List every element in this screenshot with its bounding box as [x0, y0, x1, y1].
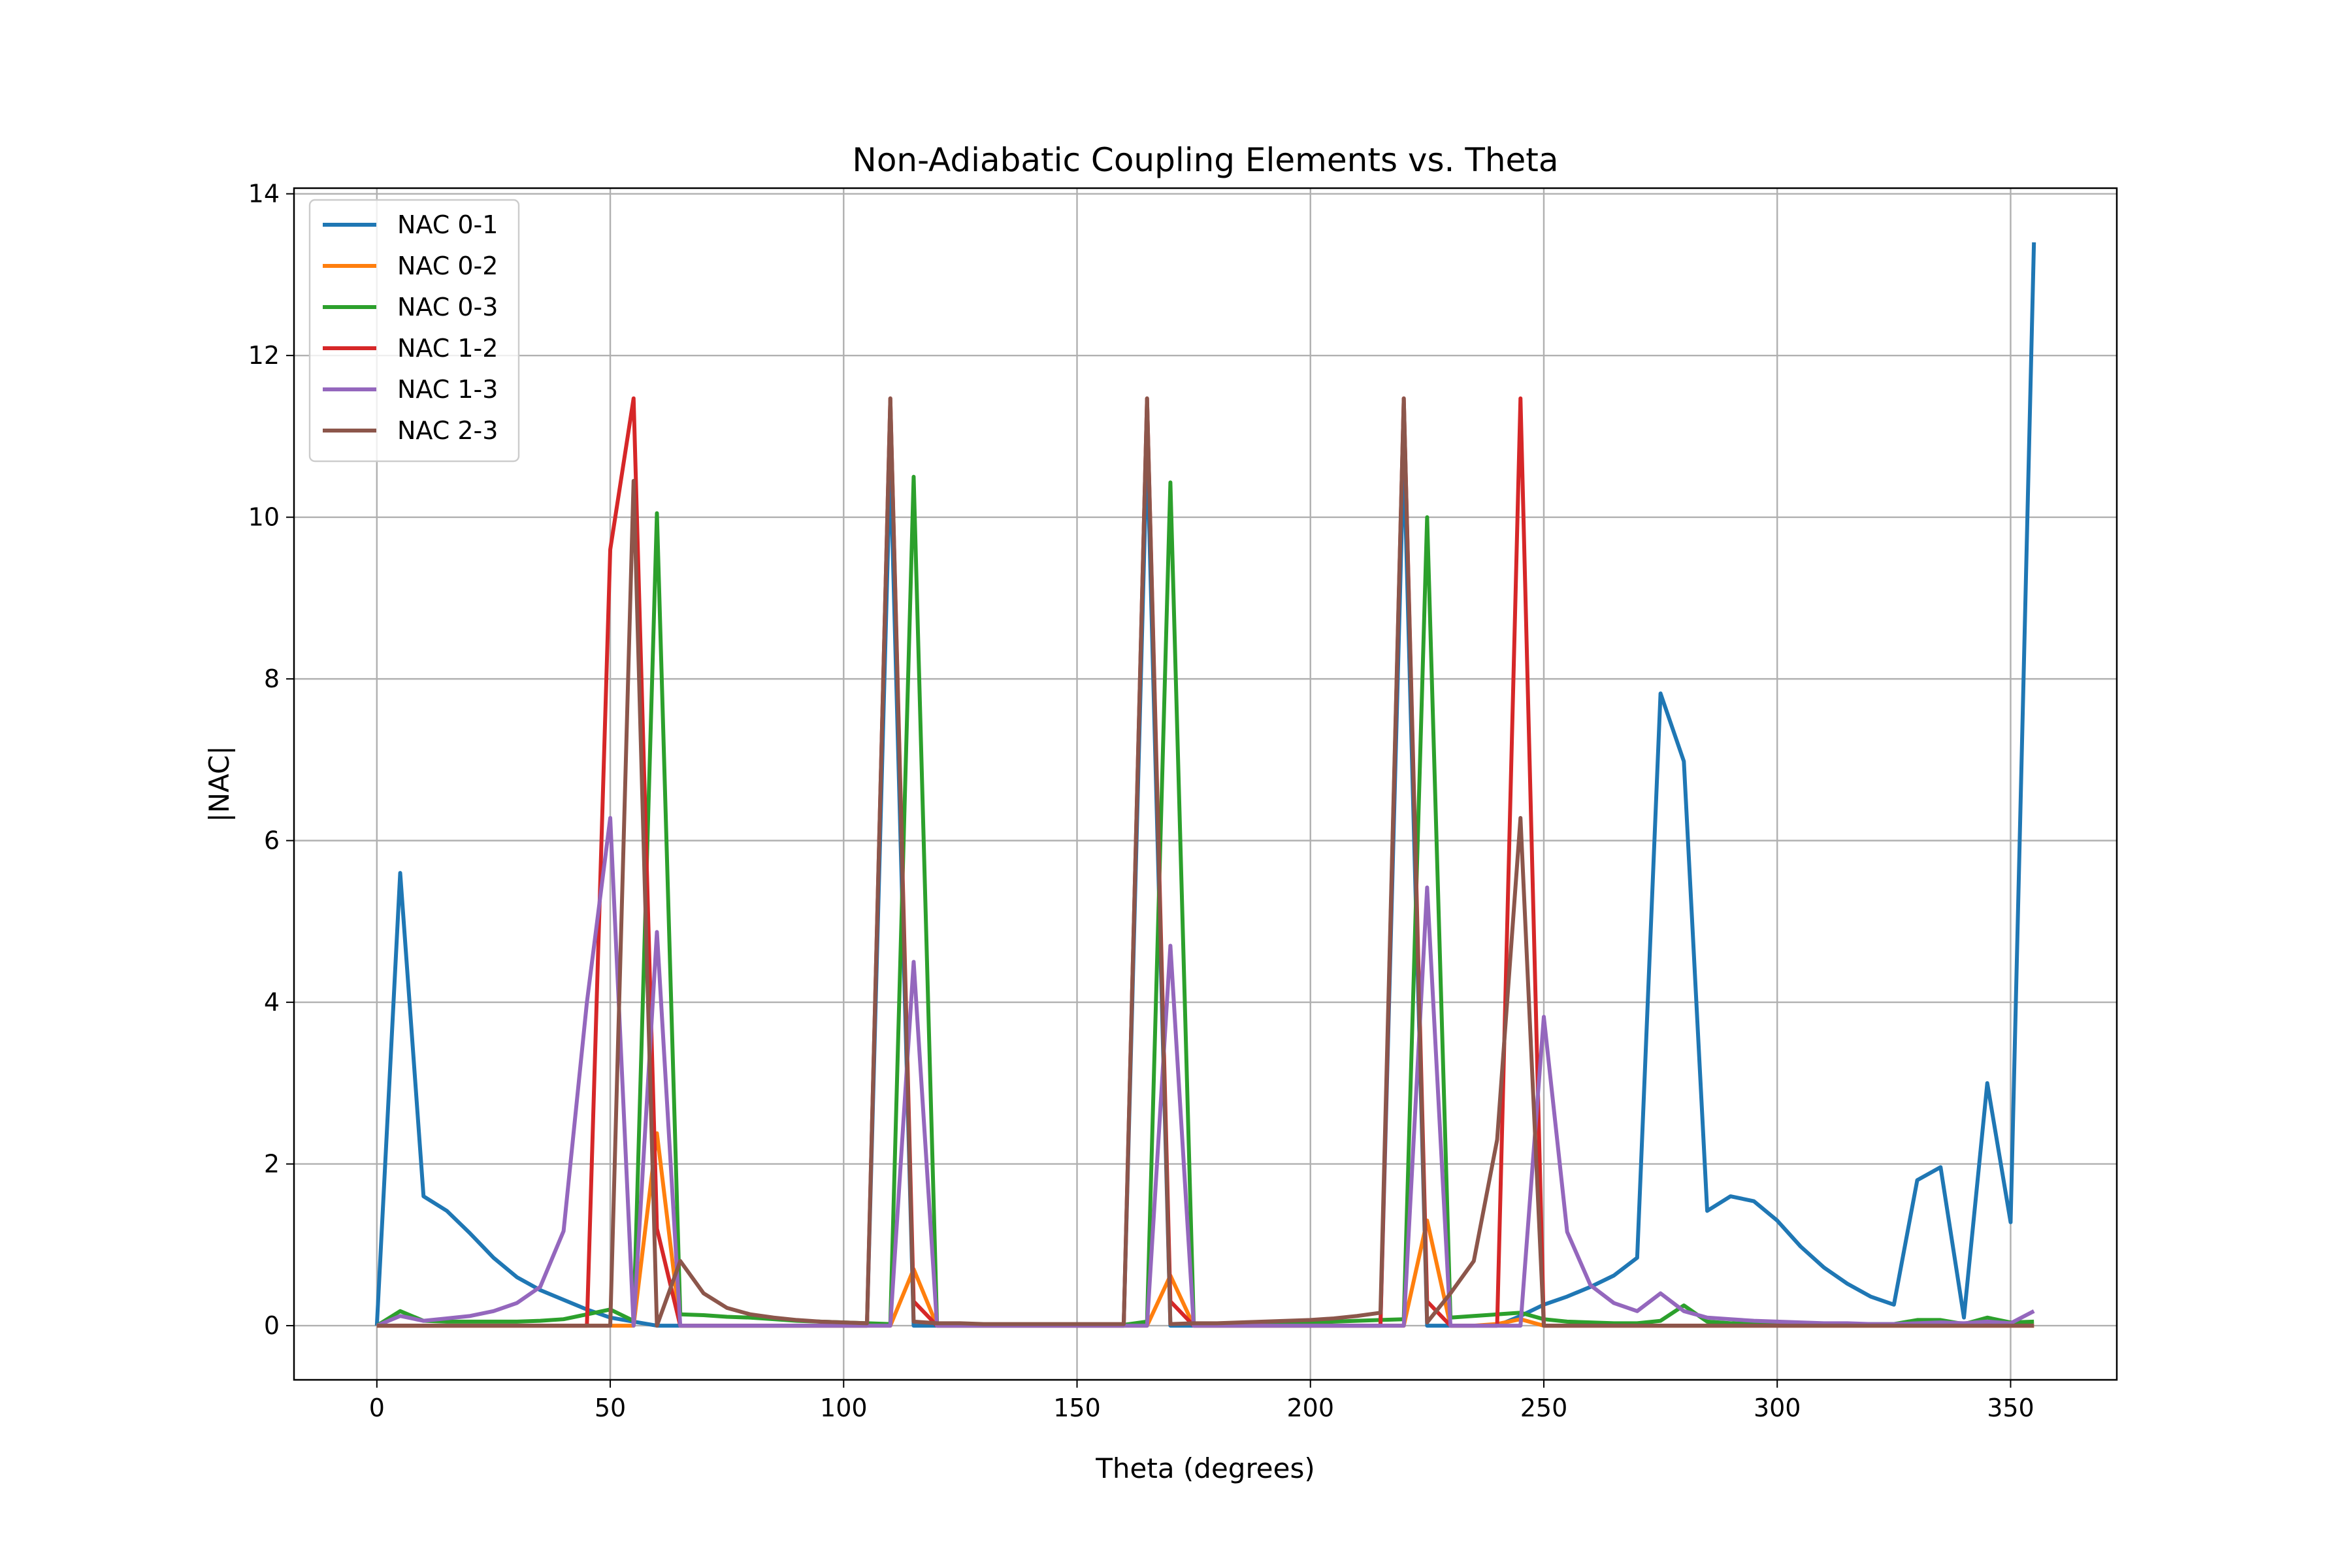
- x-tick-label: 100: [820, 1394, 868, 1422]
- legend-label: NAC 0-1: [397, 210, 498, 239]
- y-tick-label: 8: [264, 664, 280, 693]
- x-tick-label: 0: [369, 1394, 385, 1422]
- series-line-5: [376, 815, 2035, 1328]
- x-axis-label: Theta (degrees): [1095, 1452, 1315, 1484]
- y-axis-label: |NAC|: [203, 745, 235, 822]
- legend-label: NAC 1-3: [397, 375, 498, 404]
- series-lines: [374, 242, 2036, 1328]
- y-tick-label: 10: [248, 503, 280, 532]
- x-tick-label: 250: [1520, 1394, 1568, 1422]
- chart-title: Non-Adiabatic Coupling Elements vs. Thet…: [852, 141, 1558, 179]
- y-tick-label: 14: [248, 180, 280, 208]
- series-line-6: [376, 396, 2034, 1328]
- x-tick-label: 200: [1286, 1394, 1334, 1422]
- legend-label: NAC 2-3: [397, 416, 498, 445]
- y-tick-label: 0: [264, 1311, 280, 1340]
- y-tick-label: 2: [264, 1150, 280, 1179]
- legend: NAC 0-1 NAC 0-2 NAC 0-3 NAC 1-2 NAC 1-3 NAC 2…: [308, 199, 520, 463]
- legend-label: NAC 0-3: [397, 293, 498, 321]
- legend-label: NAC 1-2: [397, 334, 498, 363]
- x-tick-label: 350: [1987, 1394, 2034, 1422]
- y-tick-label: 4: [264, 988, 280, 1017]
- y-tick-label: 6: [264, 826, 280, 855]
- x-axis-ticks: 0 50 100 150 200 250 300 350: [369, 1380, 2034, 1422]
- y-tick-label: 12: [248, 341, 280, 370]
- plot-frame: [293, 187, 2118, 1381]
- x-tick-label: 50: [595, 1394, 626, 1422]
- y-axis-ticks: 0 2 4 6 8 10 12 14: [248, 180, 294, 1340]
- x-tick-label: 150: [1053, 1394, 1101, 1422]
- x-tick-label: 300: [1754, 1394, 1801, 1422]
- plot-area: [374, 242, 2036, 1328]
- legend-label: NAC 0-2: [397, 252, 498, 280]
